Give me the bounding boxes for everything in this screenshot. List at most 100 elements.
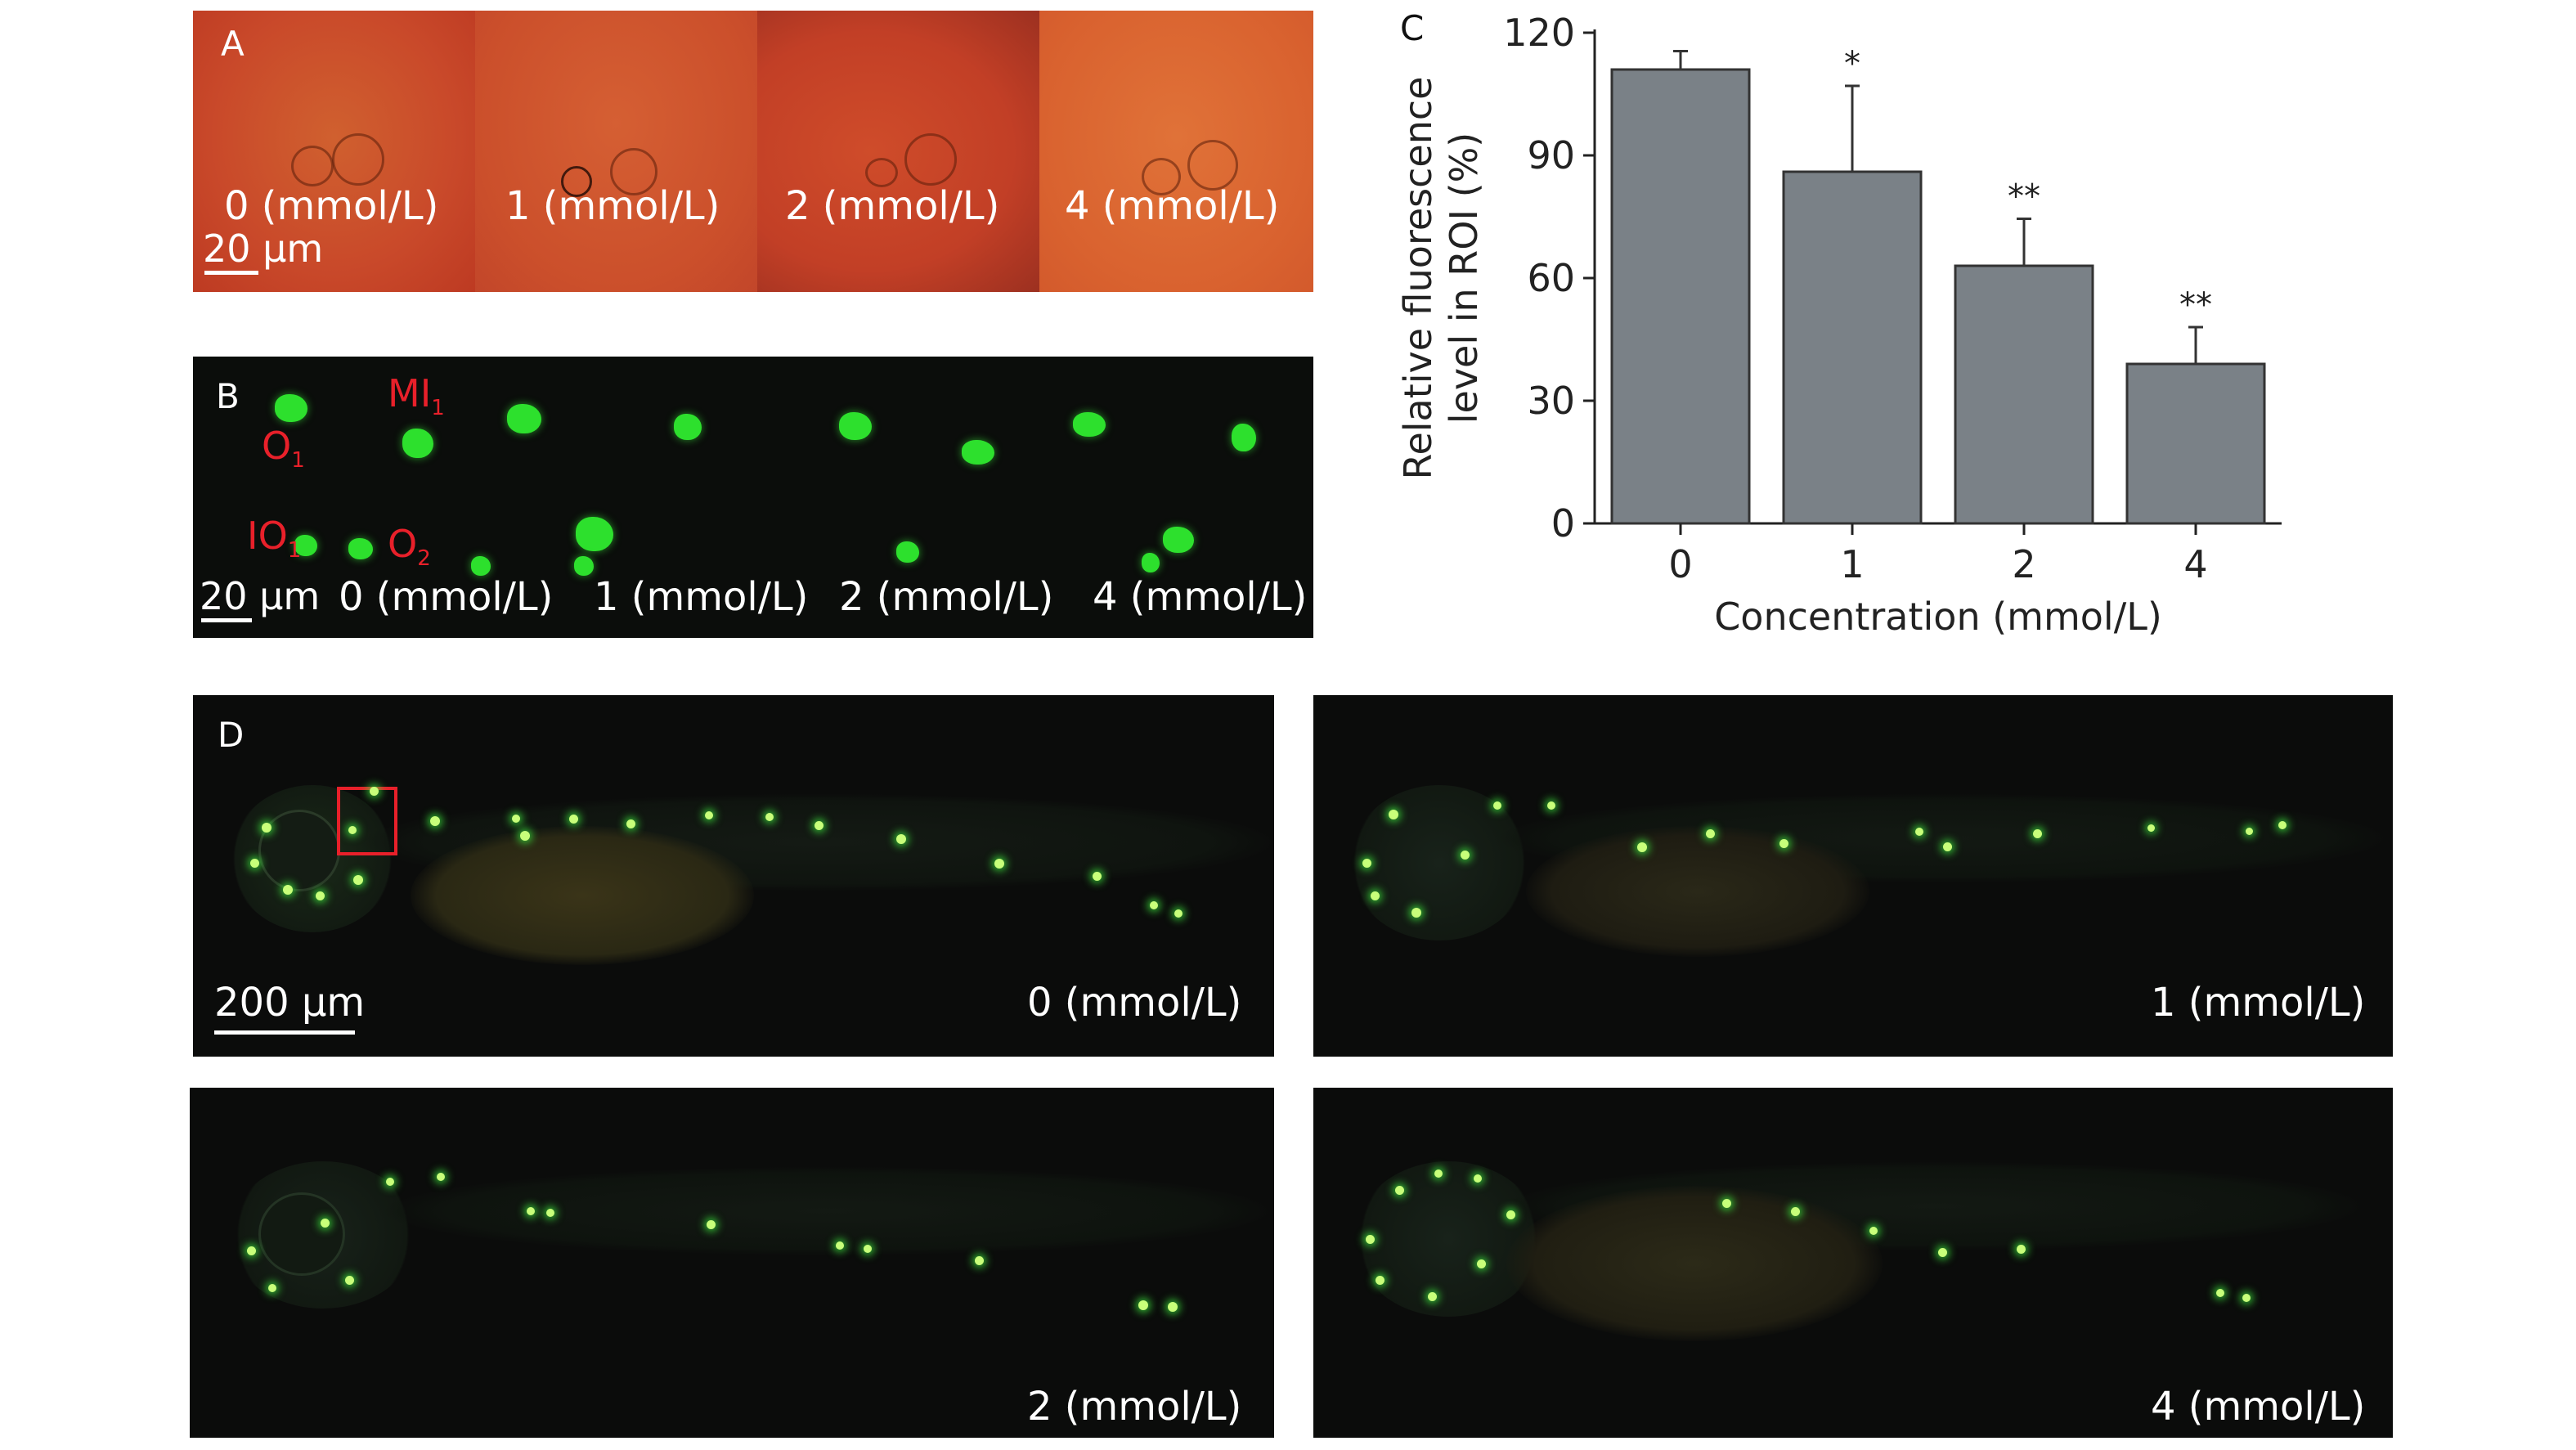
panel-d-fish-3: 4 (mmol/L) — [1313, 1088, 2393, 1438]
cell-outline — [1142, 158, 1181, 195]
y-tick-label: 60 — [1527, 256, 1575, 300]
fluorescent-cell — [348, 538, 373, 559]
panel-d-fish-0: D 200 µm 0 (mmol/L) — [193, 695, 1274, 1057]
x-axis-label: Concentration (mmol/L) — [1714, 595, 2162, 639]
fish-head — [1349, 785, 1529, 940]
cell-outline — [561, 166, 592, 197]
panel-d-condition-1: 1 (mmol/L) — [2151, 980, 2366, 1026]
neuromast — [1168, 1302, 1178, 1312]
fish-head — [1354, 1161, 1542, 1317]
neuromast — [569, 815, 578, 824]
marker-io1: IO1 — [247, 514, 302, 563]
panel-d-condition-3: 4 (mmol/L) — [2151, 1384, 2366, 1430]
neuromast — [1411, 908, 1421, 918]
neuromast — [2246, 828, 2253, 835]
neuromast — [1474, 1174, 1482, 1183]
panel-d-scale-label: 200 µm — [214, 980, 366, 1026]
panel-b-scale-label: 20 µm — [200, 574, 321, 618]
bar — [1610, 68, 1751, 525]
neuromast — [348, 826, 357, 834]
panel-b-scale-bar — [201, 618, 252, 622]
neuromast — [994, 859, 1004, 869]
panel-b-condition-0: 0 (mmol/L) — [339, 574, 554, 620]
neuromast — [250, 859, 259, 868]
y-axis-label-line: level in ROI (%) — [1442, 132, 1486, 424]
neuromast — [707, 1220, 716, 1229]
cell-outline — [1187, 140, 1238, 191]
fluorescent-cell — [962, 440, 994, 465]
neuromast — [520, 831, 530, 841]
marker-o2: O2 — [388, 522, 431, 571]
panel-b-label: B — [216, 376, 240, 416]
bar — [1782, 170, 1923, 525]
marker-o1: O1 — [262, 424, 305, 473]
fluorescent-cell — [275, 394, 307, 422]
panel-d-scale-bar — [214, 1030, 355, 1035]
neuromast — [836, 1241, 844, 1250]
fish-eye — [258, 1192, 345, 1276]
neuromast — [283, 885, 293, 895]
neuromast — [1943, 842, 1952, 851]
neuromast — [527, 1207, 535, 1215]
x-tick-label: 4 — [2183, 542, 2207, 586]
neuromast — [1779, 839, 1788, 848]
x-tick-label: 0 — [1668, 542, 1692, 586]
fluorescent-cell — [471, 556, 491, 576]
neuromast — [370, 787, 379, 796]
y-tick-label: 30 — [1527, 379, 1575, 423]
fluorescent-cell — [402, 429, 433, 458]
y-axis-label: Relative fluorescencelevel in ROI (%) — [1396, 77, 1486, 480]
marker-mi1: MI1 — [388, 371, 445, 420]
panel-a-tile-3 — [1039, 11, 1313, 292]
neuromast — [1722, 1199, 1731, 1208]
cell-outline — [291, 146, 334, 186]
neuromast — [1547, 801, 1555, 810]
neuromast — [1389, 810, 1398, 819]
neuromast — [1434, 1169, 1443, 1178]
neuromast — [1915, 828, 1923, 836]
fluorescent-cell — [294, 535, 317, 556]
cell-outline — [904, 133, 957, 186]
panel-a-brightfield: A 0 (mmol/L) 1 (mmol/L) 2 (mmol/L) 4 (mm… — [193, 11, 1313, 292]
significance-label: ** — [2179, 286, 2212, 324]
neuromast — [1366, 1235, 1375, 1244]
panel-a-tile-1 — [475, 11, 757, 292]
panel-a-scale-label: 20 µm — [203, 227, 324, 271]
y-axis-label-line: Relative fluorescence — [1396, 77, 1440, 480]
x-tick-label: 2 — [2012, 542, 2035, 586]
neuromast — [2017, 1245, 2026, 1254]
cell-outline — [332, 133, 384, 186]
neuromast — [2278, 821, 2287, 829]
neuromast — [262, 823, 272, 833]
x-tick-label: 1 — [1840, 542, 1864, 586]
fluorescent-cell — [576, 517, 613, 551]
neuromast — [765, 813, 774, 821]
neuromast — [1138, 1300, 1148, 1310]
panel-b-condition-3: 4 (mmol/L) — [1093, 574, 1308, 620]
fluorescent-cell — [839, 412, 872, 440]
neuromast — [975, 1256, 984, 1265]
panel-d-condition-2: 2 (mmol/L) — [1027, 1384, 1242, 1430]
panel-a-scale-bar — [204, 271, 258, 275]
panel-a-condition-3: 4 (mmol/L) — [1065, 183, 1280, 229]
neuromast — [896, 834, 906, 844]
cell-outline — [610, 148, 657, 195]
neuromast — [705, 811, 713, 819]
panel-d-label: D — [218, 715, 245, 755]
neuromast — [1150, 901, 1158, 909]
fish-yolk — [1526, 826, 1869, 957]
neuromast — [1428, 1292, 1437, 1301]
panel-d-condition-0: 0 (mmol/L) — [1027, 980, 1242, 1026]
roi-box — [337, 787, 397, 855]
neuromast — [345, 1276, 354, 1285]
neuromast — [1174, 909, 1183, 918]
panel-a-tile-2 — [757, 11, 1039, 292]
neuromast — [316, 891, 325, 900]
neuromast — [626, 819, 635, 828]
neuromast — [1376, 1276, 1384, 1285]
y-tick-label: 0 — [1551, 501, 1575, 545]
fluorescent-cell — [674, 414, 702, 440]
panel-b-fluorescence: B O1 MI1 IO1 O2 20 µm 0 (mmol/L) 1 (mmol… — [193, 357, 1313, 638]
panel-a-label: A — [221, 24, 245, 64]
neuromast — [1493, 801, 1501, 810]
